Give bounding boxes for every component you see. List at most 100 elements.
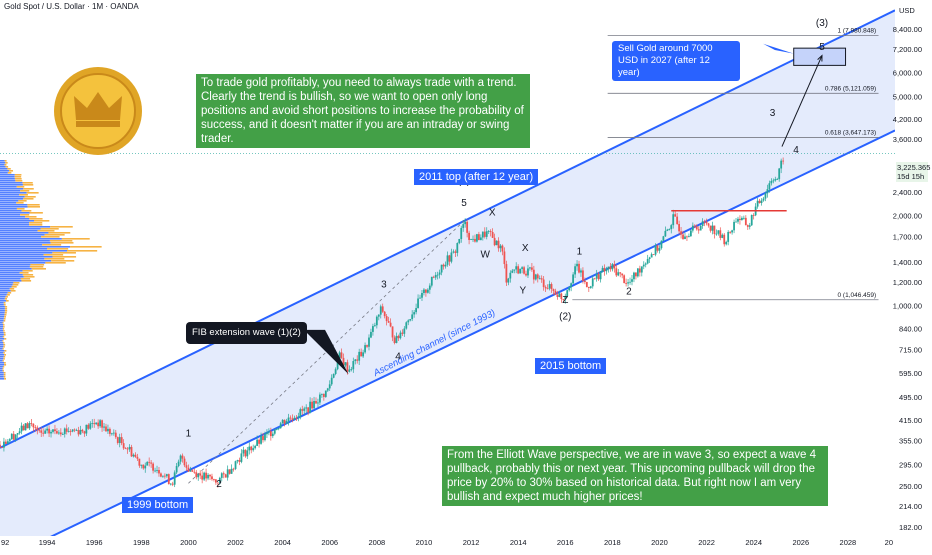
candle-body	[529, 267, 531, 269]
candle-body	[735, 221, 737, 223]
bottom-2015-label[interactable]: 2015 bottom	[535, 358, 607, 374]
candle-body	[564, 295, 567, 300]
volume-profile-bar	[29, 212, 43, 214]
volume-profile-bar	[0, 180, 16, 182]
trend-note[interactable]: To trade gold profitably, you need to al…	[196, 74, 530, 148]
candle-body	[527, 268, 529, 276]
candle-body	[668, 229, 671, 230]
volume-profile-bar	[0, 346, 4, 348]
y-tick-label: 1,000.00	[893, 302, 922, 311]
candle-body	[69, 430, 72, 432]
volume-profile-bar	[0, 210, 22, 212]
volume-profile-bar	[3, 302, 6, 304]
volume-profile-bar	[5, 296, 8, 298]
candle-body	[144, 465, 147, 469]
fib-extension-note[interactable]: FIB extension wave (1)(2)	[186, 322, 307, 344]
candle-body	[271, 433, 274, 437]
candle-body	[203, 472, 206, 480]
candle-body	[24, 423, 27, 431]
x-tick-label: 1994	[39, 538, 56, 547]
candle-body	[627, 282, 629, 284]
candle-body	[780, 160, 783, 169]
candle-body	[377, 314, 380, 317]
volume-profile-bar	[0, 298, 5, 300]
y-tick-label: 1,400.00	[893, 258, 922, 267]
candle-body	[126, 448, 129, 450]
candle-body	[171, 483, 174, 485]
candle-body	[158, 470, 160, 474]
x-tick-label: 2014	[510, 538, 527, 547]
candle-body	[593, 278, 596, 280]
symbol-title[interactable]: Gold Spot / U.S. Dollar · 1M · OANDA	[4, 2, 139, 11]
candle-body	[550, 284, 553, 290]
volume-profile-bar	[0, 266, 30, 268]
volume-profile-bar	[0, 340, 3, 342]
candle-body	[128, 446, 131, 450]
candle-body	[428, 285, 431, 290]
candle-body	[478, 234, 480, 241]
candle-body	[20, 425, 23, 432]
volume-profile-bar	[0, 326, 4, 328]
candle-body	[707, 223, 710, 226]
candle-body	[656, 245, 659, 251]
wave-label: 2	[626, 286, 632, 297]
candle-body	[566, 290, 569, 296]
current-price-tag: 3,225.365 15d 15h	[896, 162, 930, 182]
volume-profile-bar	[0, 196, 25, 198]
elliott-wave-note[interactable]: From the Elliott Wave perspective, we ar…	[442, 446, 828, 506]
candle-body	[462, 224, 465, 228]
candle-body	[211, 476, 213, 480]
wave-label: X	[489, 208, 496, 219]
volume-profile-bar	[47, 248, 69, 250]
volume-profile-bar	[0, 246, 71, 248]
candle-body	[530, 267, 533, 270]
volume-profile-bar	[0, 264, 31, 266]
volume-profile-bar	[0, 338, 5, 340]
volume-profile-bar	[29, 218, 43, 220]
top-2011-label[interactable]: 2011 top (after 12 year)	[414, 169, 539, 185]
x-axis-panel	[0, 536, 932, 550]
candle-body	[434, 275, 437, 278]
candle-body	[289, 417, 292, 419]
candle-body	[150, 462, 153, 464]
candle-body	[209, 474, 211, 477]
candle-body	[295, 417, 298, 419]
volume-profile-bar	[3, 330, 5, 332]
volume-profile-bar	[0, 352, 4, 354]
volume-profile-bar	[15, 180, 23, 182]
candle-body	[207, 474, 209, 479]
candle-body	[631, 279, 633, 282]
candle-body	[748, 225, 751, 227]
volume-profile-bar	[3, 332, 6, 334]
candle-body	[615, 268, 618, 276]
candle-body	[481, 231, 484, 238]
candle-body	[625, 282, 628, 284]
candle-body	[309, 401, 312, 413]
candle-body	[332, 373, 335, 378]
candle-body	[448, 255, 451, 262]
candle-body	[432, 276, 435, 278]
volume-profile-bar	[70, 246, 102, 248]
volume-profile-bar	[0, 374, 4, 376]
volume-profile-bar	[2, 328, 5, 330]
y-tick-label: 3,600.00	[893, 135, 922, 144]
candle-body	[322, 393, 325, 397]
candle-body	[185, 465, 188, 468]
candle-body	[589, 286, 592, 288]
sell-target-note[interactable]: Sell Gold around 7000 USD in 2027 (after…	[612, 41, 740, 81]
volume-profile-bar	[3, 344, 6, 346]
candle-body	[623, 275, 626, 283]
candle-body	[513, 269, 516, 271]
candle-body	[222, 473, 225, 475]
volume-profile-bar	[0, 168, 8, 170]
candle-body	[256, 439, 259, 446]
candle-body	[399, 332, 402, 339]
candle-body	[28, 423, 31, 429]
candle-body	[619, 272, 622, 274]
wave-label: 3	[770, 108, 776, 119]
candle-body	[85, 424, 88, 434]
bottom-1999-label[interactable]: 1999 bottom	[122, 497, 194, 513]
candle-body	[385, 316, 388, 322]
volume-profile-bar	[0, 198, 24, 200]
candle-body	[97, 422, 100, 427]
